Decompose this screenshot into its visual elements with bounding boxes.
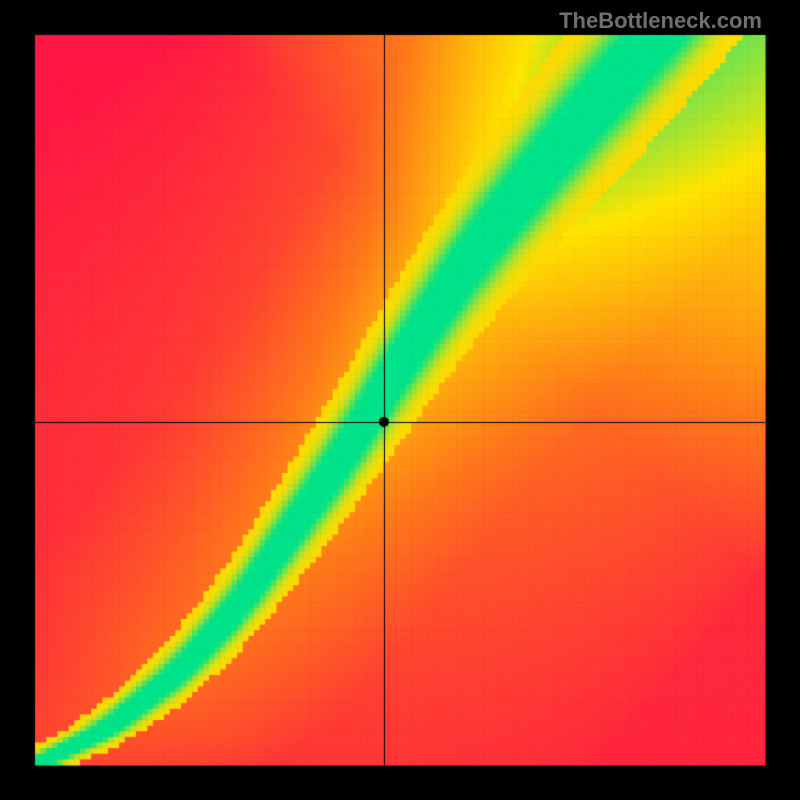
watermark-text: TheBottleneck.com xyxy=(559,8,762,34)
chart-container: TheBottleneck.com xyxy=(0,0,800,800)
bottleneck-heatmap xyxy=(0,0,800,800)
